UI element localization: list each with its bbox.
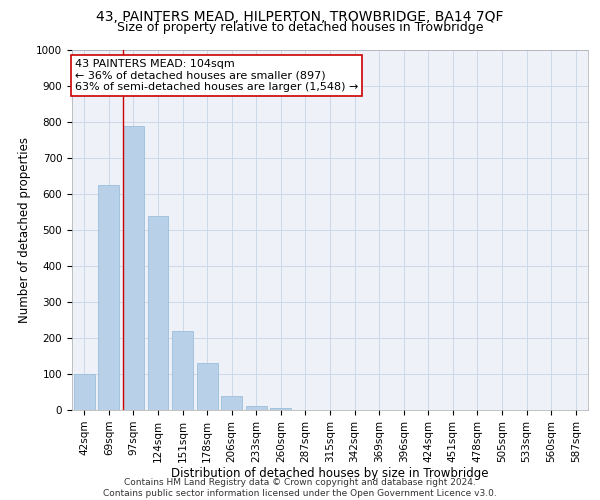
Bar — [98, 185, 119, 410]
Bar — [123, 126, 144, 410]
Text: Size of property relative to detached houses in Trowbridge: Size of property relative to detached ho… — [117, 21, 483, 34]
Y-axis label: Number of detached properties: Number of detached properties — [17, 137, 31, 323]
Text: 43 PAINTERS MEAD: 104sqm
← 36% of detached houses are smaller (897)
63% of semi-: 43 PAINTERS MEAD: 104sqm ← 36% of detach… — [74, 59, 358, 92]
X-axis label: Distribution of detached houses by size in Trowbridge: Distribution of detached houses by size … — [171, 468, 489, 480]
Text: 43, PAINTERS MEAD, HILPERTON, TROWBRIDGE, BA14 7QF: 43, PAINTERS MEAD, HILPERTON, TROWBRIDGE… — [96, 10, 504, 24]
Bar — [74, 374, 95, 410]
Bar — [172, 331, 193, 410]
Bar — [197, 363, 218, 410]
Bar — [271, 408, 292, 410]
Bar — [148, 216, 169, 410]
Bar — [221, 396, 242, 410]
Bar — [246, 406, 267, 410]
Text: Contains HM Land Registry data © Crown copyright and database right 2024.
Contai: Contains HM Land Registry data © Crown c… — [103, 478, 497, 498]
